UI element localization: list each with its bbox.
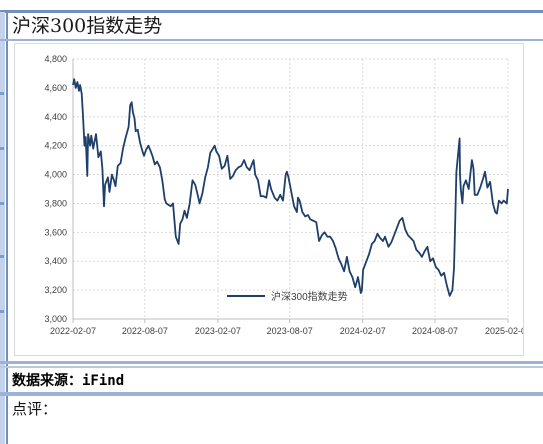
comment-label: 点评： [12,400,58,418]
frame-marker [0,202,4,205]
x-tick-label: 2024-02-07 [340,326,386,336]
y-tick-label: 4,400 [44,112,67,122]
y-tick-label: 3,000 [44,314,67,324]
y-tick-label: 3,400 [44,256,67,266]
frame-marker [0,255,4,258]
source-top-rule [0,361,543,364]
frame-marker [0,92,4,95]
x-tick-label: 2024-08-07 [412,326,458,336]
source-bottom-rule [0,392,543,396]
x-tick-label: 2023-02-07 [195,326,241,336]
top-bar [0,0,543,12]
y-tick-label: 4,600 [44,83,67,93]
y-tick-label: 4,800 [44,54,67,64]
x-tick-label: 2023-08-07 [267,326,313,336]
y-tick-label: 3,600 [44,227,67,237]
line-chart: 3,000 3,200 3,400 3,600 3,800 4,000 4,200 4,400… [44,54,531,336]
y-tick-label: 4,000 [44,170,67,180]
frame-marker [0,310,4,313]
y-tick-label: 4,200 [44,141,67,151]
title-underline [0,39,543,41]
data-source: 数据来源：iFind [12,373,125,389]
source-top-rule-thin [0,366,543,368]
page-title: 沪深300指数走势 [12,15,163,37]
frame-marker [0,147,4,150]
left-frame [0,12,5,444]
frame-top-rule [0,10,543,13]
chart-container: 3,000 3,200 3,400 3,600 3,800 4,000 4,200 4,400… [14,43,531,356]
series-line [72,78,509,297]
left-frame-line [6,12,8,444]
x-tick-label: 2025-02-07 [485,326,523,336]
y-tick-label: 3,800 [44,198,67,208]
y-tick-label: 3,200 [44,285,67,295]
x-tick-label: 2022-08-07 [122,326,168,336]
x-tick-label: 2022-02-07 [50,326,96,336]
legend-label: 沪深300指数走势 [271,290,348,303]
